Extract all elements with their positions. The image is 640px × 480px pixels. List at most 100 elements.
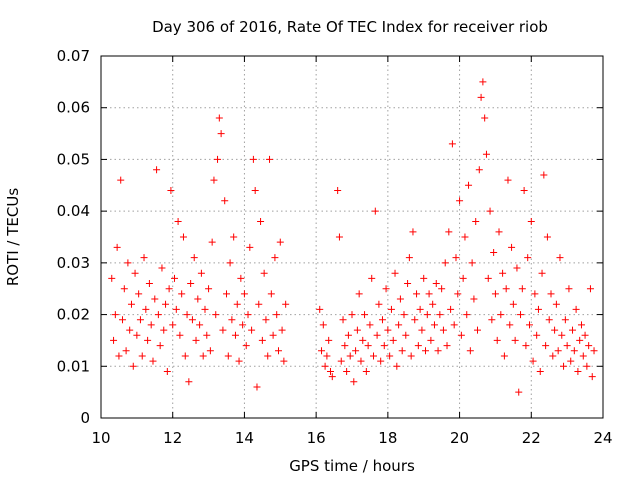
x-tick-label: 24 — [593, 429, 612, 447]
data-point — [558, 331, 566, 339]
data-point — [389, 336, 397, 344]
data-point — [364, 342, 372, 350]
data-point — [405, 254, 413, 262]
data-point — [190, 254, 198, 262]
data-point — [119, 316, 127, 324]
data-point — [188, 316, 196, 324]
data-point — [488, 316, 496, 324]
data-point — [585, 342, 593, 350]
data-point — [203, 331, 211, 339]
data-point — [479, 78, 487, 86]
data-point — [427, 336, 435, 344]
data-point — [144, 336, 152, 344]
data-point — [138, 352, 146, 360]
data-point — [411, 316, 419, 324]
data-point — [380, 342, 388, 350]
data-point — [459, 274, 467, 282]
data-point — [359, 336, 367, 344]
data-point — [201, 305, 209, 313]
y-tick-label: 0.04 — [57, 202, 90, 220]
data-point — [508, 243, 516, 251]
data-points — [108, 78, 598, 396]
data-point — [470, 295, 478, 303]
data-point — [438, 285, 446, 293]
data-point — [527, 217, 535, 225]
data-point — [214, 155, 222, 163]
data-point — [208, 238, 216, 246]
data-point — [529, 357, 537, 365]
data-point — [540, 171, 548, 179]
data-point — [560, 362, 568, 370]
data-point — [583, 362, 591, 370]
data-point — [436, 311, 444, 319]
data-point — [165, 285, 173, 293]
data-point — [325, 336, 333, 344]
data-point — [131, 269, 139, 277]
data-point — [588, 373, 596, 381]
data-point — [481, 114, 489, 122]
data-point — [258, 336, 266, 344]
data-point — [133, 331, 141, 339]
data-point — [450, 321, 458, 329]
data-point — [413, 290, 421, 298]
data-point — [474, 326, 481, 334]
data-point — [432, 280, 440, 288]
data-point — [493, 336, 501, 344]
data-point — [456, 197, 464, 205]
data-point — [136, 316, 144, 324]
data-point — [226, 259, 234, 267]
data-point — [422, 347, 430, 355]
data-point — [409, 228, 417, 236]
y-tick-label: 0.07 — [57, 47, 90, 65]
y-axis-label: ROTI / TECUs — [4, 188, 22, 286]
data-point — [574, 367, 582, 375]
data-point — [572, 305, 580, 313]
data-point — [160, 326, 168, 334]
data-point — [569, 326, 577, 334]
x-tick-label: 12 — [163, 429, 182, 447]
data-point — [556, 254, 564, 262]
data-point — [267, 290, 275, 298]
data-point — [472, 217, 480, 225]
data-point — [108, 274, 116, 282]
data-point — [343, 367, 351, 375]
data-point — [185, 378, 193, 386]
data-point — [278, 326, 286, 334]
data-point — [149, 357, 157, 365]
data-point — [153, 166, 161, 174]
data-point — [169, 321, 177, 329]
data-point — [167, 186, 175, 194]
data-point — [370, 352, 378, 360]
data-point — [441, 259, 449, 267]
data-point — [579, 352, 587, 360]
data-point — [551, 326, 559, 334]
data-point — [178, 290, 186, 298]
data-point — [145, 280, 153, 288]
data-point — [231, 331, 239, 339]
data-point — [172, 305, 180, 313]
data-point — [217, 130, 225, 138]
data-point — [120, 285, 128, 293]
data-point — [242, 342, 250, 350]
data-point — [506, 321, 514, 329]
data-point — [219, 326, 227, 334]
data-point — [335, 233, 343, 241]
data-point — [260, 269, 268, 277]
data-point — [334, 186, 342, 194]
data-point — [554, 347, 562, 355]
data-point — [565, 285, 573, 293]
data-point — [179, 233, 187, 241]
data-point — [328, 373, 336, 381]
data-point — [402, 331, 410, 339]
data-point — [117, 176, 125, 184]
data-point — [391, 269, 399, 277]
data-point — [518, 285, 526, 293]
data-point — [545, 316, 553, 324]
data-point — [233, 300, 241, 308]
x-tick-label: 16 — [307, 429, 326, 447]
data-point — [176, 331, 184, 339]
data-point — [454, 290, 462, 298]
x-tick-label: 20 — [450, 429, 469, 447]
data-point — [237, 274, 245, 282]
data-point — [192, 336, 200, 344]
